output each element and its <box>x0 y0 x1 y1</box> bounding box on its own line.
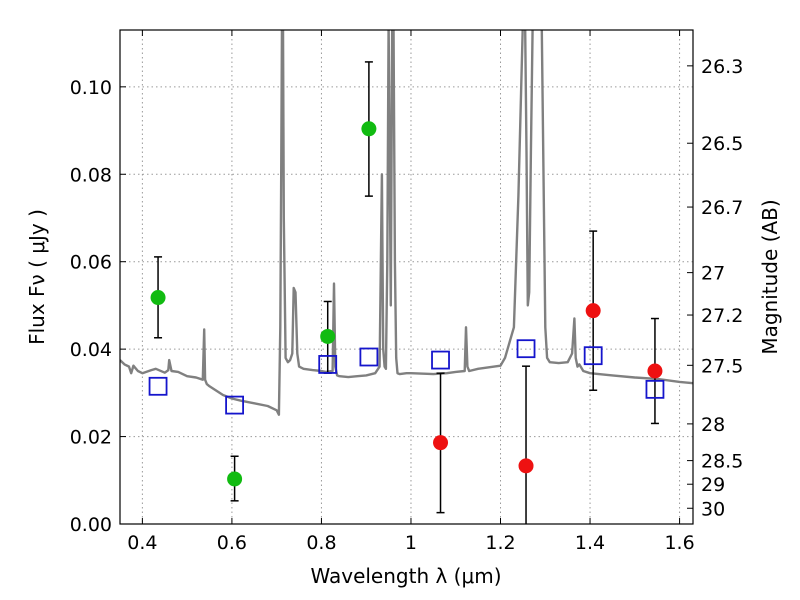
y-tick-label: 0.00 <box>70 514 112 536</box>
right-tick-label: 27.5 <box>701 355 743 377</box>
right-tick-label: 26.3 <box>701 56 743 78</box>
y-tick-label: 0.04 <box>70 339 112 361</box>
right-y-axis-title: Magnitude (AB) <box>758 199 782 354</box>
y-tick-label: 0.02 <box>70 427 112 449</box>
photometry-points <box>148 61 665 524</box>
right-tick-label: 27.2 <box>701 305 743 327</box>
x-axis-title: Wavelength λ (μm) <box>310 564 501 588</box>
model-flux-marker <box>516 339 536 359</box>
model-flux-marker <box>359 347 379 367</box>
model-flux-marker <box>431 350 450 370</box>
right-tick-label: 29 <box>701 474 725 496</box>
data-point <box>227 471 243 487</box>
x-tick-label: 1.4 <box>575 532 605 554</box>
data-point <box>647 363 663 379</box>
data-point <box>585 303 601 319</box>
data-point <box>433 435 449 451</box>
x-tick-label: 0.8 <box>306 532 336 554</box>
y-tick-label: 0.10 <box>70 77 112 99</box>
spectrum-line <box>120 30 693 416</box>
grid-lines <box>120 30 693 525</box>
y-tick-label: 0.06 <box>70 252 112 274</box>
right-tick-label: 30 <box>701 498 725 520</box>
plot-frame <box>119 29 694 525</box>
template-spectrum <box>120 30 693 416</box>
right-tick-label: 26.5 <box>701 133 743 155</box>
data-point <box>150 290 166 306</box>
data-point <box>320 328 336 344</box>
data-point <box>361 121 377 137</box>
right-tick-label: 26.7 <box>701 197 743 219</box>
y-tick-label: 0.08 <box>70 164 112 186</box>
right-tick-label: 28.5 <box>701 451 743 473</box>
x-tick-label: 1.2 <box>485 532 515 554</box>
axis-ticks: 0.4 0.6 0.8 1 1.2 1.4 1.6 0.00 0.02 0.04 0.06 0.08 0… <box>70 30 743 554</box>
model-flux-marker <box>148 376 168 396</box>
model-flux-marker <box>645 379 665 399</box>
x-tick-label: 1.6 <box>664 532 694 554</box>
right-tick-label: 28 <box>701 414 725 436</box>
data-point <box>518 458 534 474</box>
model-flux-marker <box>225 395 245 415</box>
right-tick-label: 27 <box>701 263 725 285</box>
x-tick-label: 0.6 <box>217 532 247 554</box>
model-flux-marker <box>583 346 603 366</box>
x-tick-label: 1 <box>405 532 417 554</box>
model-flux-marker <box>318 355 338 374</box>
x-tick-label: 0.4 <box>127 532 157 554</box>
y-axis-title: Flux Fν ( μJy ) <box>25 209 49 345</box>
